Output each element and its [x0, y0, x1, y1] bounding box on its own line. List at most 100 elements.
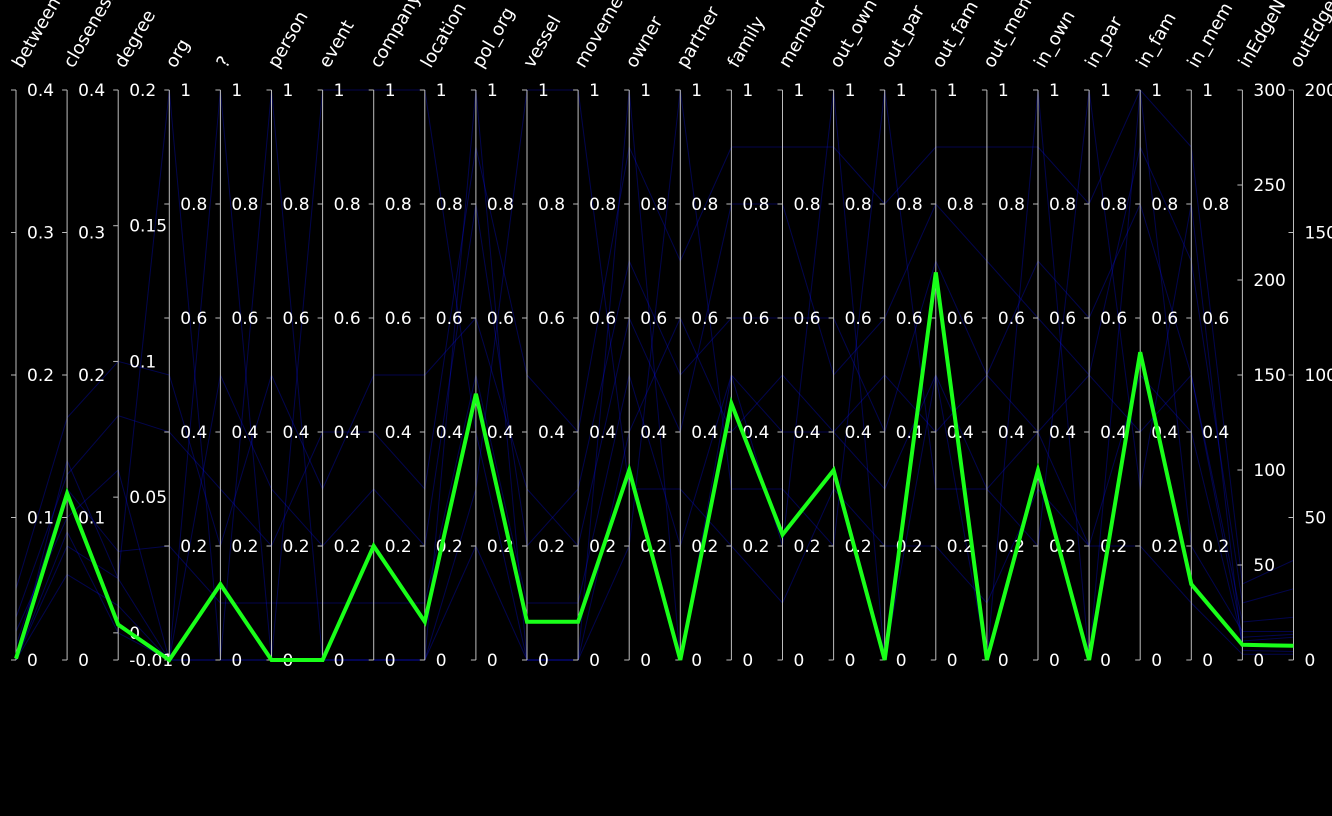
tick-label: 0.1: [78, 509, 105, 529]
tick-label: 0.8: [1151, 195, 1178, 215]
tick-label: 0.4: [1100, 423, 1127, 443]
tick-label: 1: [538, 81, 549, 101]
tick-label: 0: [896, 651, 907, 671]
tick-label: 250: [1253, 176, 1285, 196]
tick-label: 0.4: [742, 423, 769, 443]
tick-label: 0.6: [487, 309, 514, 329]
tick-label: 1: [742, 81, 753, 101]
tick-label: 1: [947, 81, 958, 101]
tick-label: 150: [1305, 224, 1332, 244]
tick-label: 0.6: [589, 309, 616, 329]
tick-label: 0.4: [78, 81, 105, 101]
tick-label: 1: [794, 81, 805, 101]
tick-label: 1: [436, 81, 447, 101]
tick-label: 0.2: [27, 366, 54, 386]
tick-label: 0.8: [334, 195, 361, 215]
tick-label: 0: [436, 651, 447, 671]
tick-label: 0.4: [794, 423, 821, 443]
tick-label: 0.6: [1049, 309, 1076, 329]
tick-label: 0: [998, 651, 1009, 671]
highlighted-record-line: [14, 272, 1294, 663]
tick-label: 0.2: [1100, 537, 1127, 557]
tick-label: 0.8: [998, 195, 1025, 215]
tick-label: 0.4: [1049, 423, 1076, 443]
tick-label: 0.8: [538, 195, 565, 215]
tick-label: 0.8: [1202, 195, 1229, 215]
tick-label: 0: [1049, 651, 1060, 671]
tick-label: 0.2: [947, 537, 974, 557]
tick-label: 0.2: [129, 81, 156, 101]
tick-label: 1: [1151, 81, 1162, 101]
tick-label: 0.6: [180, 309, 207, 329]
tick-label: 0.4: [385, 423, 412, 443]
background-records: [15, 89, 1294, 662]
tick-label: 0.6: [998, 309, 1025, 329]
tick-label: 0.4: [27, 81, 54, 101]
tick-label: 1: [1049, 81, 1060, 101]
tick-label: 0.2: [334, 537, 361, 557]
tick-label: 0.2: [78, 366, 105, 386]
tick-label: 0.2: [1151, 537, 1178, 557]
tick-label: 1: [180, 81, 191, 101]
tick-label: 0.4: [640, 423, 667, 443]
tick-label: 0.3: [78, 224, 105, 244]
tick-label: 0.2: [231, 537, 258, 557]
tick-label: 200: [1253, 271, 1285, 291]
tick-label: 0.6: [845, 309, 872, 329]
tick-label: 0: [640, 651, 651, 671]
tick-label: 0.2: [538, 537, 565, 557]
tick-label: 0.2: [896, 537, 923, 557]
tick-label: 0.6: [283, 309, 310, 329]
tick-label: 0.6: [896, 309, 923, 329]
tick-label: 1: [487, 81, 498, 101]
tick-label: -0.01: [129, 651, 173, 671]
tick-label: 0.4: [691, 423, 718, 443]
tick-label: 0: [845, 651, 856, 671]
tick-label: 0.8: [436, 195, 463, 215]
tick-label: 150: [1253, 366, 1285, 386]
tick-label: 0.4: [589, 423, 616, 443]
background-record-line: [15, 89, 1294, 618]
tick-label: 0.2: [385, 537, 412, 557]
tick-label: 0: [385, 651, 396, 671]
tick-label: 0.4: [231, 423, 258, 443]
tick-label: 0.2: [742, 537, 769, 557]
background-record-line: [15, 373, 1294, 646]
tick-label: 0: [589, 651, 600, 671]
tick-label: 0.05: [129, 488, 167, 508]
axis-?: 00.20.40.60.81?: [213, 53, 259, 671]
tick-label: 0: [691, 651, 702, 671]
tick-label: 50: [1253, 556, 1275, 576]
tick-label: 0.1: [129, 352, 156, 372]
tick-label: 0.4: [947, 423, 974, 443]
tick-label: 0.8: [794, 195, 821, 215]
tick-label: 0.6: [794, 309, 821, 329]
tick-label: 0.6: [385, 309, 412, 329]
tick-label: 1: [640, 81, 651, 101]
background-record-line: [15, 145, 1294, 604]
tick-label: 0.6: [947, 309, 974, 329]
tick-label: 0.8: [896, 195, 923, 215]
tick-label: 0: [1202, 651, 1213, 671]
tick-label: 0.6: [334, 309, 361, 329]
tick-label: 0.8: [845, 195, 872, 215]
tick-label: 1: [1202, 81, 1213, 101]
tick-label: 0.6: [742, 309, 769, 329]
tick-label: 0.6: [436, 309, 463, 329]
tick-label: 0.6: [1151, 309, 1178, 329]
tick-label: 0.4: [180, 423, 207, 443]
tick-label: 0.4: [538, 423, 565, 443]
tick-label: 0.4: [487, 423, 514, 443]
tick-label: 0: [947, 651, 958, 671]
tick-label: 0.6: [538, 309, 565, 329]
tick-label: 1: [896, 81, 907, 101]
tick-label: 0.8: [283, 195, 310, 215]
tick-label: 0.3: [27, 224, 54, 244]
tick-label: 1: [385, 81, 396, 101]
tick-label: 100: [1305, 366, 1332, 386]
tick-label: 1: [334, 81, 345, 101]
